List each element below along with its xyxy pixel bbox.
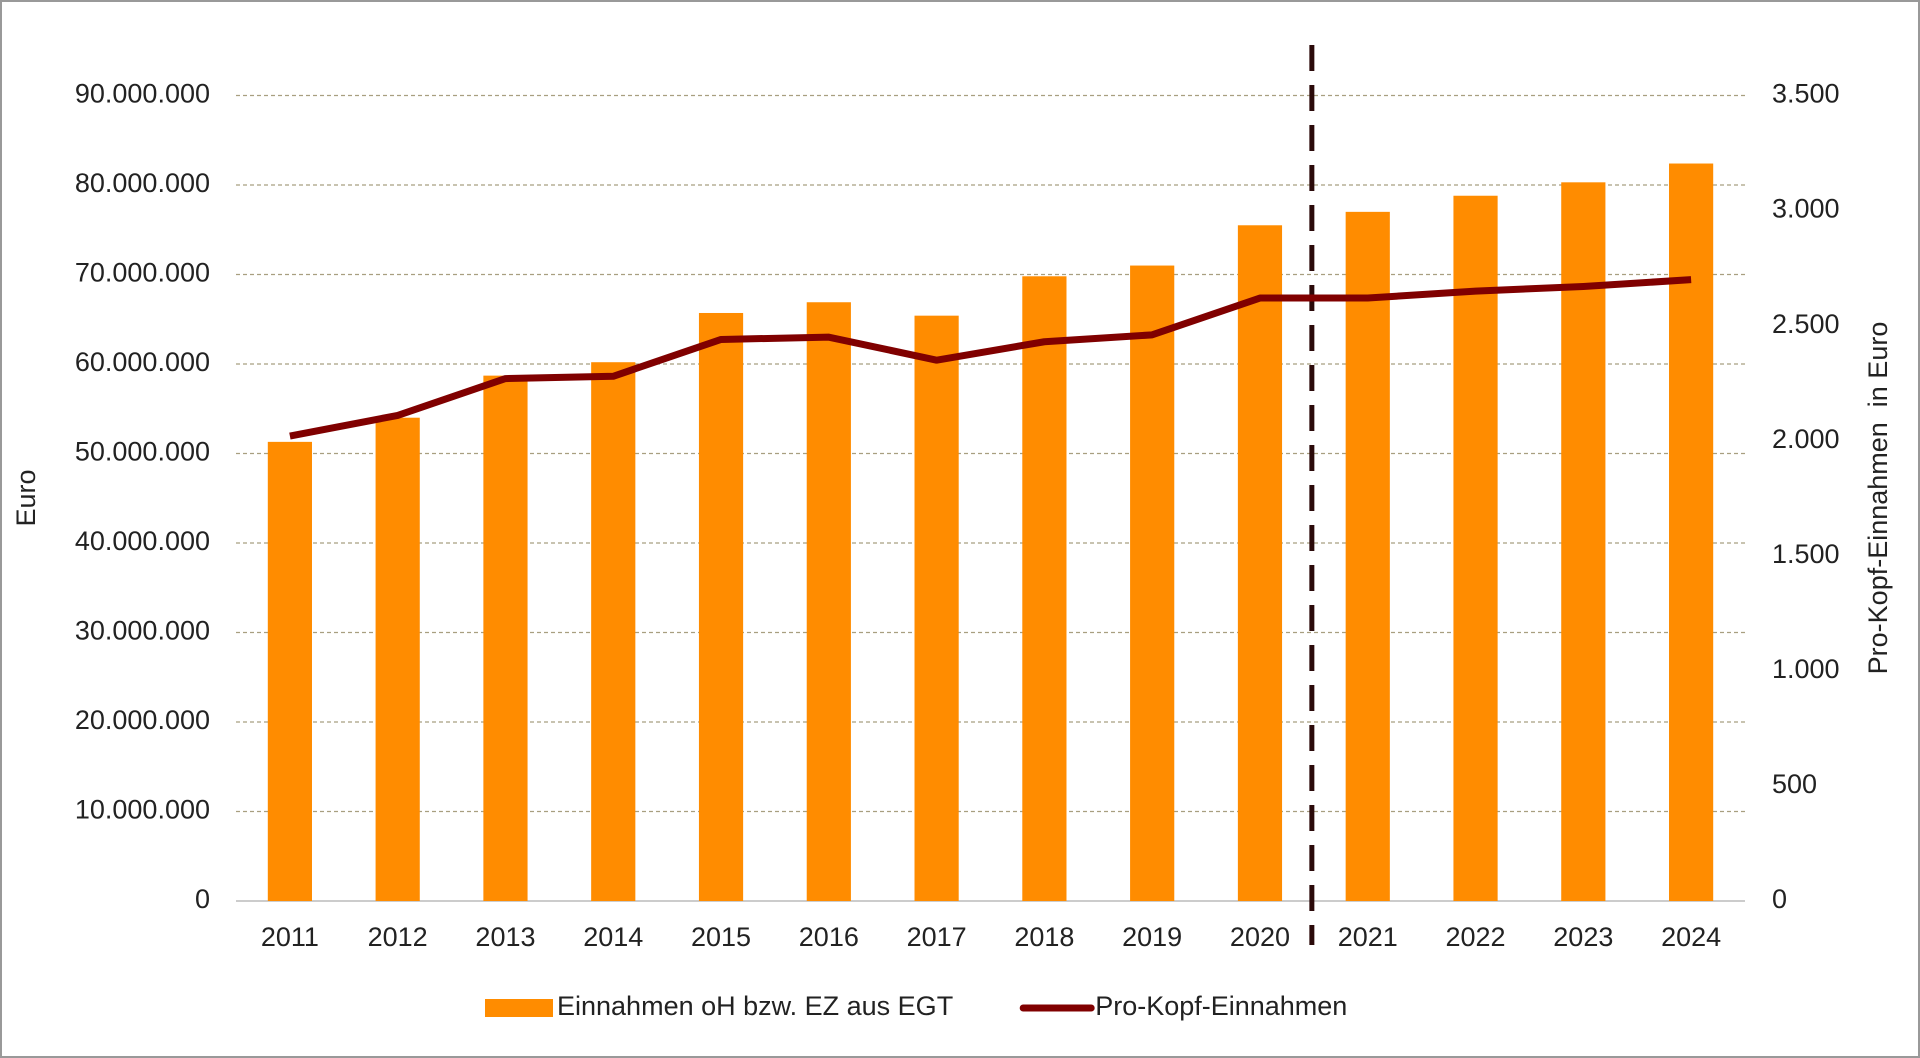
line <box>289 276 1692 440</box>
legend-label: Einnahmen oH bzw. EZ aus EGT <box>557 991 953 1021</box>
bar <box>483 375 528 901</box>
y-tick-label: 60.000.000 <box>75 347 210 377</box>
bar <box>1130 265 1175 901</box>
bar <box>1022 276 1067 901</box>
bar <box>806 302 851 901</box>
x-tick-label: 2021 <box>1338 922 1398 952</box>
y2-tick-label: 500 <box>1772 769 1817 799</box>
bar <box>1237 225 1283 901</box>
y-tick-label: 30.000.000 <box>75 616 210 646</box>
legend-label: Pro-Kopf-Einnahmen <box>1095 991 1347 1021</box>
x-tick-label: 2017 <box>907 922 967 952</box>
bar <box>914 315 959 901</box>
y-tick-label: 10.000.000 <box>75 795 210 825</box>
y2-tick-label: 1.000 <box>1772 654 1840 684</box>
y2-tick-label: 3.500 <box>1772 79 1840 109</box>
bar <box>267 441 312 901</box>
bar <box>1561 182 1606 901</box>
y-tick-label: 70.000.000 <box>75 258 210 288</box>
x-tick-label: 2024 <box>1661 922 1721 952</box>
x-tick-label: 2023 <box>1553 922 1613 952</box>
bar <box>1345 211 1390 902</box>
x-tick-label: 2013 <box>475 922 535 952</box>
y-tick-label: 80.000.000 <box>75 168 210 198</box>
x-tick-label: 2018 <box>1014 922 1074 952</box>
x-tick-label: 2012 <box>368 922 428 952</box>
legend-swatch <box>485 999 553 1017</box>
y-axis-label: Euro <box>11 469 41 526</box>
y2-tick-label: 2.500 <box>1772 309 1840 339</box>
y-tick-label: 20.000.000 <box>75 705 210 735</box>
y2-tick-label: 0 <box>1772 884 1787 914</box>
y-tick-label: 90.000.000 <box>75 79 210 109</box>
y2-tick-label: 1.500 <box>1772 539 1840 569</box>
y-tick-label: 40.000.000 <box>75 526 210 556</box>
bar <box>591 362 636 902</box>
bar <box>698 312 744 901</box>
x-tick-label: 2016 <box>799 922 859 952</box>
bar <box>1453 195 1498 902</box>
x-tick-label: 2022 <box>1445 922 1505 952</box>
x-tick-label: 2020 <box>1230 922 1290 952</box>
x-tick-label: 2014 <box>583 922 643 952</box>
y2-tick-label: 3.000 <box>1772 194 1840 224</box>
x-tick-label: 2011 <box>261 922 319 952</box>
x-tick-label: 2015 <box>691 922 751 952</box>
y2-axis-label: Pro-Kopf-Einnahmen in Euro <box>1863 322 1893 675</box>
y-tick-label: 50.000.000 <box>75 437 210 467</box>
x-tick-label: 2019 <box>1122 922 1182 952</box>
bar <box>375 417 420 901</box>
bar <box>1669 163 1714 901</box>
y-tick-label: 0 <box>195 884 210 914</box>
y2-tick-label: 2.000 <box>1772 424 1840 454</box>
